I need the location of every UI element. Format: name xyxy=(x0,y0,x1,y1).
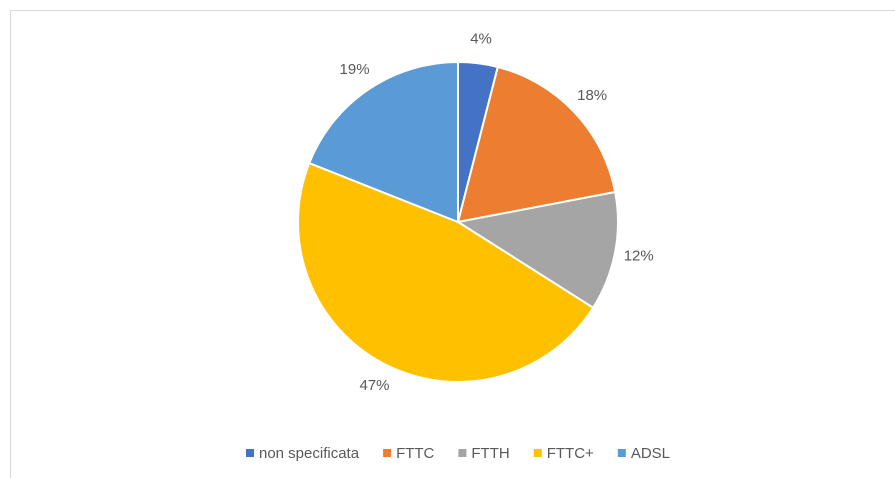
data-label: 19% xyxy=(340,61,370,78)
legend-label: non specificata xyxy=(259,445,360,462)
data-label: 12% xyxy=(624,247,654,264)
pie-slice xyxy=(455,190,619,310)
chart-frame xyxy=(10,10,895,478)
legend-label: FTTC+ xyxy=(547,445,594,462)
legend-marker xyxy=(245,449,254,457)
data-label: 4% xyxy=(470,30,492,47)
legend-label: ADSL xyxy=(631,445,670,462)
pie-slice xyxy=(456,65,617,224)
legend-label: FTTH xyxy=(471,445,509,462)
legend-marker xyxy=(383,449,392,457)
pie-slice xyxy=(307,60,459,224)
legend-label: FTTC xyxy=(396,445,434,462)
pie-slice xyxy=(297,161,595,383)
data-label: 47% xyxy=(359,377,389,394)
legend-marker xyxy=(458,449,467,457)
legend-marker xyxy=(617,449,626,457)
data-label: 18% xyxy=(577,87,607,104)
legend-marker xyxy=(533,449,542,457)
